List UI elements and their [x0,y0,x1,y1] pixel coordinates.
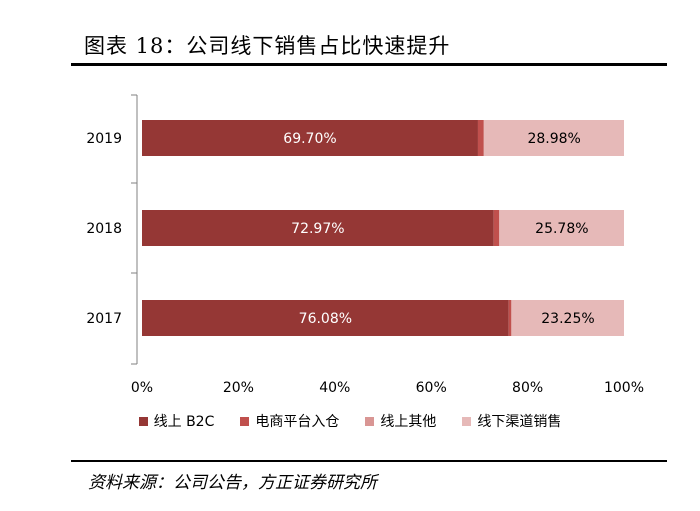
source-note: 资料来源：公司公告，方正证券研究所 [88,473,377,493]
data-label: 69.70% [283,131,336,147]
legend-label: 电商平台入仓 [255,414,340,430]
bar-2018-1 [142,210,494,246]
data-label: 28.98% [527,131,580,147]
data-label: 76.08% [299,311,352,327]
bar-2019-3 [483,120,485,156]
data-label: 23.25% [541,311,594,327]
x-tick-label: 100% [604,380,644,396]
x-tick-label: 80% [512,380,543,396]
legend-item: 线上 B2C [138,411,215,431]
category-label: 2019 [86,131,122,147]
x-tick-label: 40% [319,380,350,396]
data-label: 25.78% [535,221,588,237]
bar-2017-3 [511,300,512,336]
data-label: 72.97% [291,221,344,237]
x-tick-label: 60% [416,380,447,396]
bar-2018-2 [493,210,500,246]
legend-item: 线上其他 [365,411,436,431]
bar-2019-4 [484,120,624,156]
x-tick-label: 0% [131,380,153,396]
x-tick-label: 20% [223,380,254,396]
legend-item: 电商平台入仓 [240,411,339,431]
legend-swatch [240,416,250,426]
legend-label: 线上 B2C [153,414,215,430]
bar-2017-2 [508,300,512,336]
bar-2017-1 [142,300,509,336]
top-rule [71,63,667,66]
bar-2017-4 [511,300,624,336]
legend-swatch [365,416,375,426]
bar-2019-1 [142,120,478,156]
bar-2018-4 [499,210,624,246]
bar-2019-2 [477,120,484,156]
bottom-rule [71,460,667,462]
category-label: 2018 [86,221,122,237]
bar-2018-3 [499,210,500,246]
legend-item: 线下渠道销售 [462,411,561,431]
legend-swatch [138,416,148,426]
legend-label: 线上其他 [380,414,437,430]
chart-legend: 线上 B2C 电商平台入仓 线上其他 线下渠道销售 [0,411,700,431]
legend-swatch [462,416,472,426]
legend-label: 线下渠道销售 [477,414,562,430]
figure-title: 图表 18：公司线下销售占比快速提升 [84,34,451,58]
category-label: 2017 [86,311,122,327]
